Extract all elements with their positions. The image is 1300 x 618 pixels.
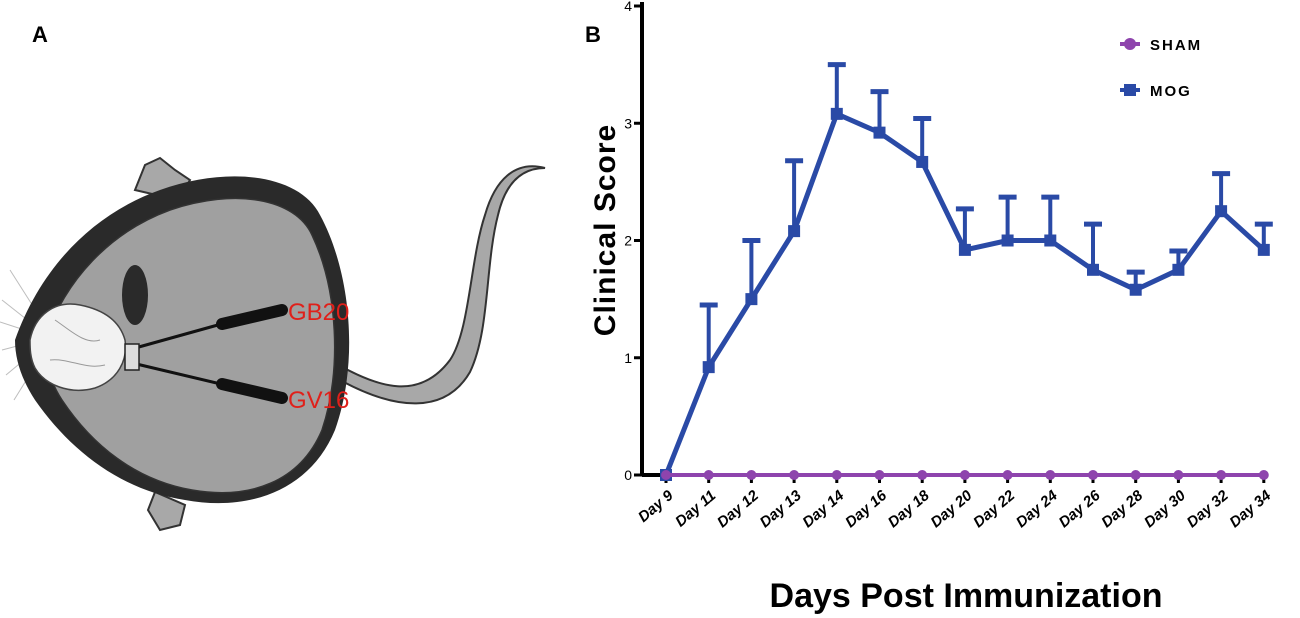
- legend-label-mog: MOG: [1150, 83, 1192, 100]
- x-axis-title: Days Post Immunization: [770, 577, 1163, 615]
- mouse-skull: [29, 303, 127, 392]
- mouse-foot-bottom: [146, 490, 187, 532]
- x-tick-label: Day 20: [927, 487, 975, 532]
- sham-data-point: [917, 470, 928, 480]
- mog-data-point: [958, 243, 971, 256]
- y-axis: 0 1 2 3 4: [624, 0, 644, 483]
- panel-b-label: B: [585, 22, 601, 47]
- mog-data-point: [830, 107, 843, 120]
- needle-gv16: [127, 360, 288, 404]
- x-tick-label: Day 22: [970, 487, 1018, 532]
- acupoint-label-gb20: GB20: [288, 299, 349, 326]
- mog-data-point: [916, 155, 929, 168]
- legend-marker-mog: [1124, 84, 1136, 96]
- x-tick-label: Day 9: [635, 487, 677, 526]
- needle-gb20: [127, 304, 288, 352]
- y-tick-label: 4: [624, 0, 632, 14]
- sham-data-point: [1130, 470, 1141, 480]
- sham-data-point: [1258, 470, 1269, 480]
- sham-data-point: [1045, 470, 1056, 480]
- mog-data-point: [1215, 205, 1228, 218]
- panel-a-label: A: [32, 22, 48, 47]
- sham-data-point: [1216, 470, 1227, 480]
- y-tick-label: 1: [624, 350, 632, 366]
- x-tick-label: Day 28: [1098, 487, 1146, 532]
- sham-data-point: [1002, 470, 1013, 480]
- legend-label-sham: SHAM: [1150, 37, 1202, 54]
- mouse-tail: [327, 165, 546, 405]
- sham-data-point: [746, 470, 757, 480]
- x-tick-label: Day 26: [1056, 487, 1104, 532]
- legend: SHAM MOG: [1120, 37, 1202, 100]
- x-tick-label: Day 30: [1141, 487, 1189, 532]
- mog-data-point: [1001, 234, 1014, 247]
- x-tick-label: Day 14: [799, 487, 847, 532]
- mog-data-point: [873, 126, 886, 139]
- x-tick-label: Day 32: [1184, 487, 1232, 532]
- x-tick-label: Day 11: [672, 487, 719, 530]
- mog-data-point: [702, 361, 715, 374]
- mog-data-point: [1087, 263, 1099, 276]
- mog-data-point: [788, 225, 801, 238]
- x-tick-label: Day 34: [1226, 487, 1274, 532]
- mog-data-point: [1129, 283, 1142, 296]
- sham-data-point: [874, 470, 885, 480]
- legend-item-sham: SHAM: [1120, 37, 1202, 54]
- chart-series: [660, 62, 1273, 481]
- x-tick-label: Day 13: [757, 487, 805, 532]
- mouse-illustration: [0, 156, 546, 532]
- y-tick-label: 2: [624, 233, 632, 249]
- legend-item-mog: MOG: [1120, 83, 1192, 100]
- mog-data-point: [745, 293, 758, 306]
- sham-data-point: [831, 470, 842, 480]
- mog-data-point: [1044, 234, 1057, 247]
- sham-data-point: [1173, 470, 1184, 480]
- legend-marker-sham: [1124, 38, 1136, 50]
- x-tick-label: Day 18: [885, 487, 933, 532]
- y-axis-title: Clinical Score: [589, 124, 622, 336]
- y-tick-label: 0: [624, 467, 632, 483]
- sham-data-point: [1088, 470, 1098, 480]
- sham-data-point: [959, 470, 970, 480]
- mouse-body: [44, 197, 336, 494]
- x-tick-label: Day 24: [1013, 487, 1061, 532]
- mog-data-point: [1172, 263, 1185, 276]
- acupoint-label-gv16: GV16: [288, 387, 349, 414]
- y-tick-label: 3: [624, 115, 632, 131]
- panel-a: A: [0, 22, 546, 532]
- x-tick-label: Day 12: [714, 487, 762, 532]
- x-tick-label: Day 16: [842, 487, 890, 532]
- mouse-ear: [122, 265, 148, 325]
- mog-data-point: [1257, 243, 1270, 256]
- sham-data-point: [789, 470, 800, 480]
- sham-data-point: [703, 470, 714, 480]
- sham-data-point: [661, 470, 671, 480]
